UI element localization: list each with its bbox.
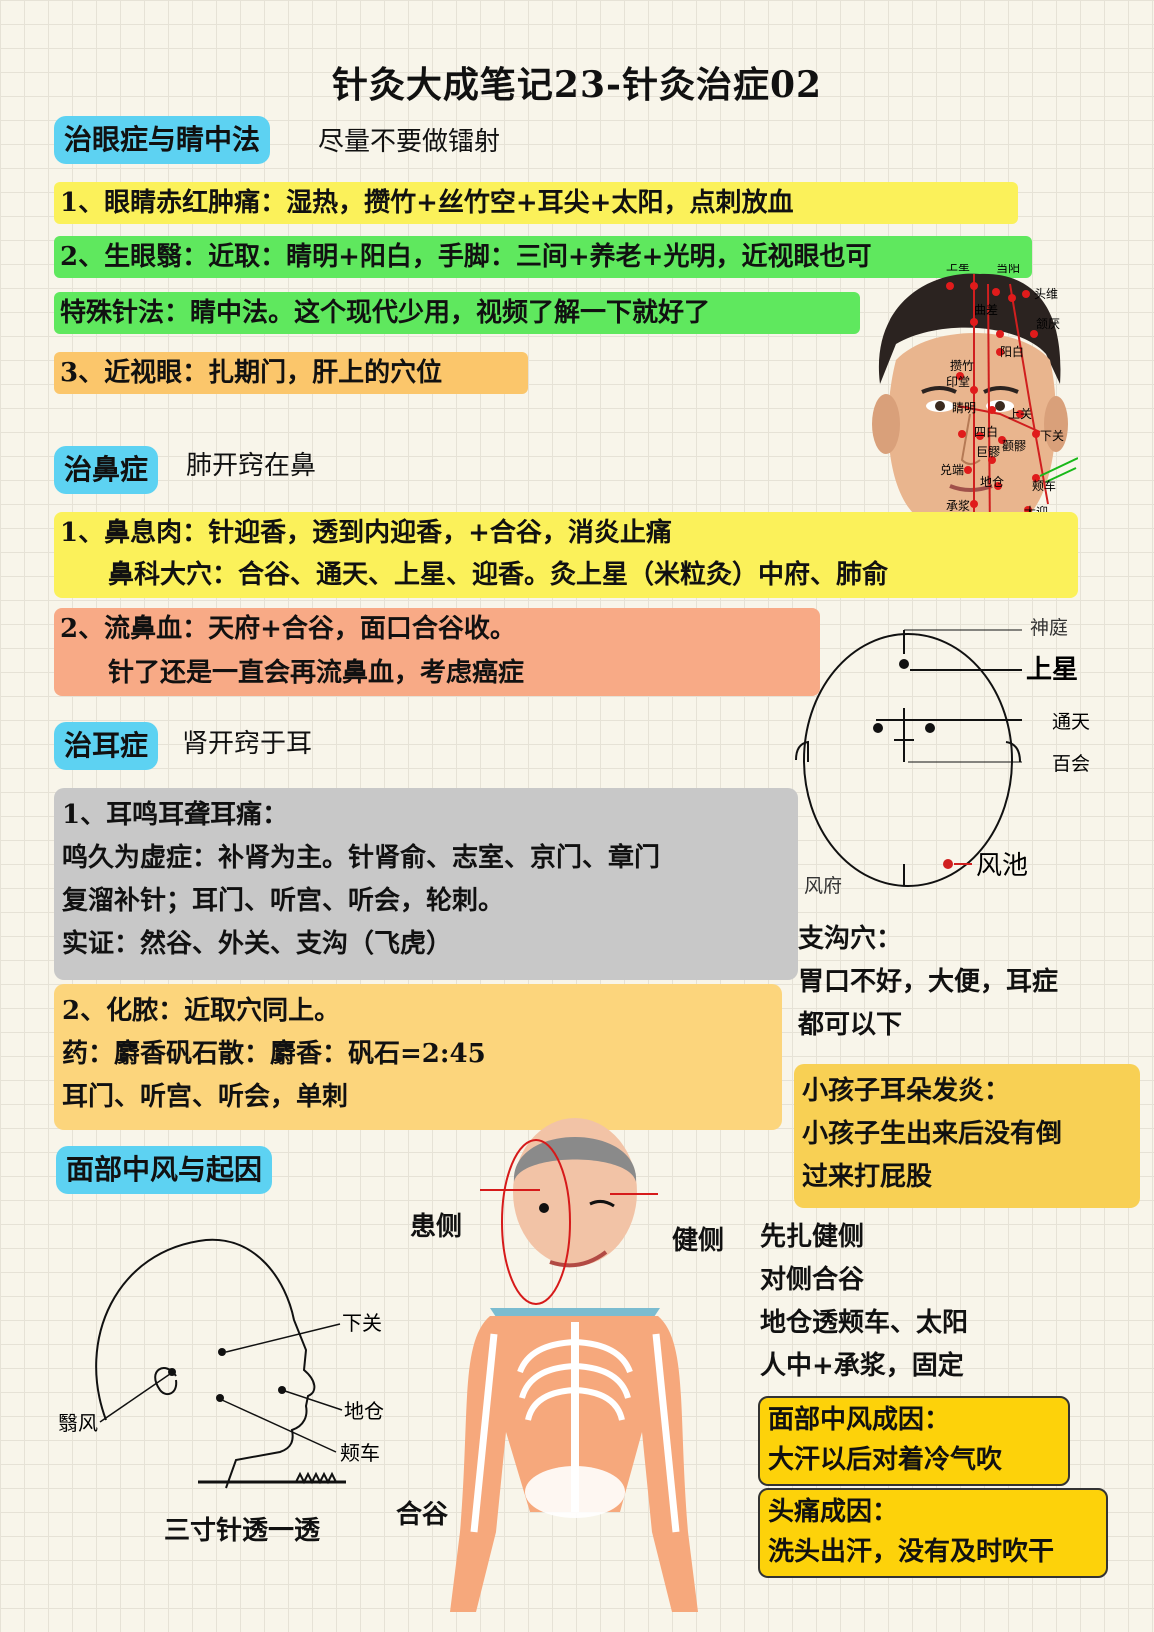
ear-item-2-line: 耳门、听宫、听会，单刺	[62, 1082, 349, 1112]
profile-point-xiaguan: 下关	[342, 1311, 382, 1335]
headache-cause-box: 头痛成因： 洗头出汗，没有及时吹干	[758, 1488, 1108, 1578]
treatment-steps: 先扎健侧 对侧合谷 地仓透颊车、太阳 人中+承浆，固定	[760, 1216, 968, 1388]
ear-item-1-box: 1、耳鸣耳聋耳痛： 鸣久为虚症：补肾为主。针肾俞、志室、京门、章门 复溜补针；耳…	[54, 788, 798, 980]
eye-section-heading: 治眼症与睛中法	[54, 116, 271, 164]
head-point-shangxing: 上星	[1026, 655, 1078, 685]
ear-item-2-box: 2、化脓：近取穴同上。 药：麝香矾石散：麝香：矾石=2:45 耳门、听宫、听会，…	[54, 984, 782, 1130]
ear-section-note: 肾开窍于耳	[182, 729, 313, 759]
profile-sketch: 下关 地仓 颊车 翳风	[58, 1238, 384, 1489]
headache-cause-line: 洗头出汗，没有及时吹干	[768, 1537, 1055, 1567]
page-title: 针灸大成笔记23-针灸治症02	[331, 64, 823, 106]
face-point-label: 印堂	[946, 375, 970, 389]
face-point-label: 头维	[1034, 287, 1058, 301]
needle-caption: 三寸针透一透	[164, 1516, 321, 1546]
eye-special-method: 特殊针法：睛中法。这个现代少用，视频了解一下就好了	[54, 292, 860, 334]
head-point-baihui: 百会	[1052, 753, 1090, 775]
head-point-fengfu: 风府	[804, 875, 842, 897]
zhigou-line: 都可以下	[798, 1010, 903, 1040]
face-point-label: 颔厌	[1036, 317, 1060, 331]
face-point-label: 巨髎	[976, 445, 1000, 459]
face-point-label: 兑端	[940, 463, 964, 477]
profile-point-jiache: 颊车	[340, 1441, 380, 1465]
eye-item-1: 1、眼睛赤红肿痛：湿热，攒竹+丝竹空+耳尖+太阳，点刺放血	[54, 182, 1018, 224]
face-point-label: 阳白	[1000, 344, 1024, 359]
face-point-label: 四白	[974, 424, 998, 439]
affected-side-label: 患侧	[410, 1212, 463, 1242]
ear-item-2-line: 2、化脓：近取穴同上。	[62, 996, 341, 1026]
child-ear-line: 小孩子生出来后没有倒	[802, 1119, 1063, 1149]
zhigou-line: 胃口不好，大便，耳症	[798, 967, 1059, 997]
nose-section-note: 肺开窍在鼻	[186, 451, 317, 481]
face-point-label: 当阳	[996, 264, 1020, 275]
ear-item-2-line: 药：麝香矾石散：麝香：矾石=2:45	[62, 1039, 486, 1069]
profile-point-dicang: 地仓	[344, 1399, 384, 1423]
nose-section-heading: 治鼻症	[54, 446, 159, 494]
healthy-side-label: 健侧	[672, 1226, 725, 1256]
face-point-label: 曲差	[974, 303, 998, 317]
face-point-label: 地仓	[980, 475, 1004, 489]
treatment-step: 对侧合谷	[760, 1265, 865, 1295]
facial-palsy-cause-line: 面部中风成因：	[768, 1405, 951, 1435]
ear-item-1-line: 复溜补针；耳门、听宫、听会，轮刺。	[62, 886, 505, 916]
headache-cause-line: 头痛成因：	[768, 1497, 899, 1527]
eye-section-note: 尽量不要做镭射	[318, 127, 501, 157]
profile-point-yifeng: 翳风	[58, 1411, 98, 1435]
nose-item-2-line-2: 针了还是一直会再流鼻血，考虑癌症	[108, 658, 525, 688]
face-point-label: 下关	[1040, 429, 1064, 443]
nose-item-1-box: 1、鼻息肉：针迎香，透到内迎香，+合谷，消炎止痛 鼻科大穴：合谷、通天、上星、迎…	[54, 512, 1078, 598]
face-point-label: 攒竹	[950, 359, 974, 373]
ear-section-heading: 治耳症	[54, 722, 159, 770]
treatment-step: 人中+承浆，固定	[760, 1351, 964, 1381]
face-acupoint-illustration: 上星 当阳 头维 曲差 颔厌 阳白 攒竹 印堂 睛明 上关 四白 下关 巨髎 颧…	[872, 264, 1078, 554]
treatment-step: 地仓透颊车、太阳	[760, 1308, 969, 1338]
face-point-label: 睛明	[952, 401, 976, 415]
head-point-tongtian: 通天	[1052, 711, 1090, 733]
nose-item-2-box: 2、流鼻血：天府+合谷，面口合谷收。 针了还是一直会再流鼻血，考虑癌症	[54, 608, 820, 696]
facial-palsy-cause-box: 面部中风成因： 大汗以后对着冷气吹	[758, 1396, 1070, 1486]
head-point-shenting: 神庭	[1030, 617, 1068, 639]
ear-item-1-line: 1、耳鸣耳聋耳痛：	[62, 800, 289, 830]
face-section-heading: 面部中风与起因	[56, 1146, 273, 1194]
nose-item-2-line-1: 2、流鼻血：天府+合谷，面口合谷收。	[60, 614, 516, 644]
head-point-fengchi: 风池	[976, 851, 1028, 881]
hegu-label: 合谷	[396, 1500, 449, 1530]
face-point-label: 颧髎	[1002, 439, 1026, 453]
eye-item-3: 3、近视眼：扎期门，肝上的穴位	[54, 352, 528, 394]
body-skeleton-illustration	[450, 1118, 698, 1612]
treatment-step: 先扎健侧	[760, 1222, 865, 1252]
face-point-label: 上星	[946, 264, 970, 273]
face-point-label: 颊车	[1032, 478, 1056, 493]
zhigou-line: 支沟穴：	[798, 924, 903, 954]
child-ear-line: 过来打屁股	[802, 1162, 933, 1192]
nose-item-1-line-1: 1、鼻息肉：针迎香，透到内迎香，+合谷，消炎止痛	[60, 518, 672, 548]
eye-item-2: 2、生眼翳：近取：睛明+阳白，手脚：三间+养老+光明，近视眼也可	[54, 236, 1032, 278]
face-point-label: 上关	[1008, 407, 1032, 421]
facial-palsy-cause-line: 大汗以后对着冷气吹	[768, 1445, 1003, 1475]
ear-item-1-line: 鸣久为虚症：补肾为主。针肾俞、志室、京门、章门	[62, 843, 661, 873]
head-top-diagram: 神庭 上星 通天 百会 风池 风府	[795, 617, 1090, 897]
zhigou-note: 支沟穴： 胃口不好，大便，耳症 都可以下	[798, 918, 1058, 1047]
ear-item-1-line: 实证：然谷、外关、支沟（飞虎）	[62, 929, 453, 959]
nose-item-1-line-2: 鼻科大穴：合谷、通天、上星、迎香。灸上星（米粒灸）中府、肺俞	[108, 560, 889, 590]
child-ear-line: 小孩子耳朵发炎：	[802, 1076, 1011, 1106]
child-ear-note: 小孩子耳朵发炎： 小孩子生出来后没有倒 过来打屁股	[794, 1064, 1140, 1208]
face-point-label: 承浆	[946, 498, 970, 513]
